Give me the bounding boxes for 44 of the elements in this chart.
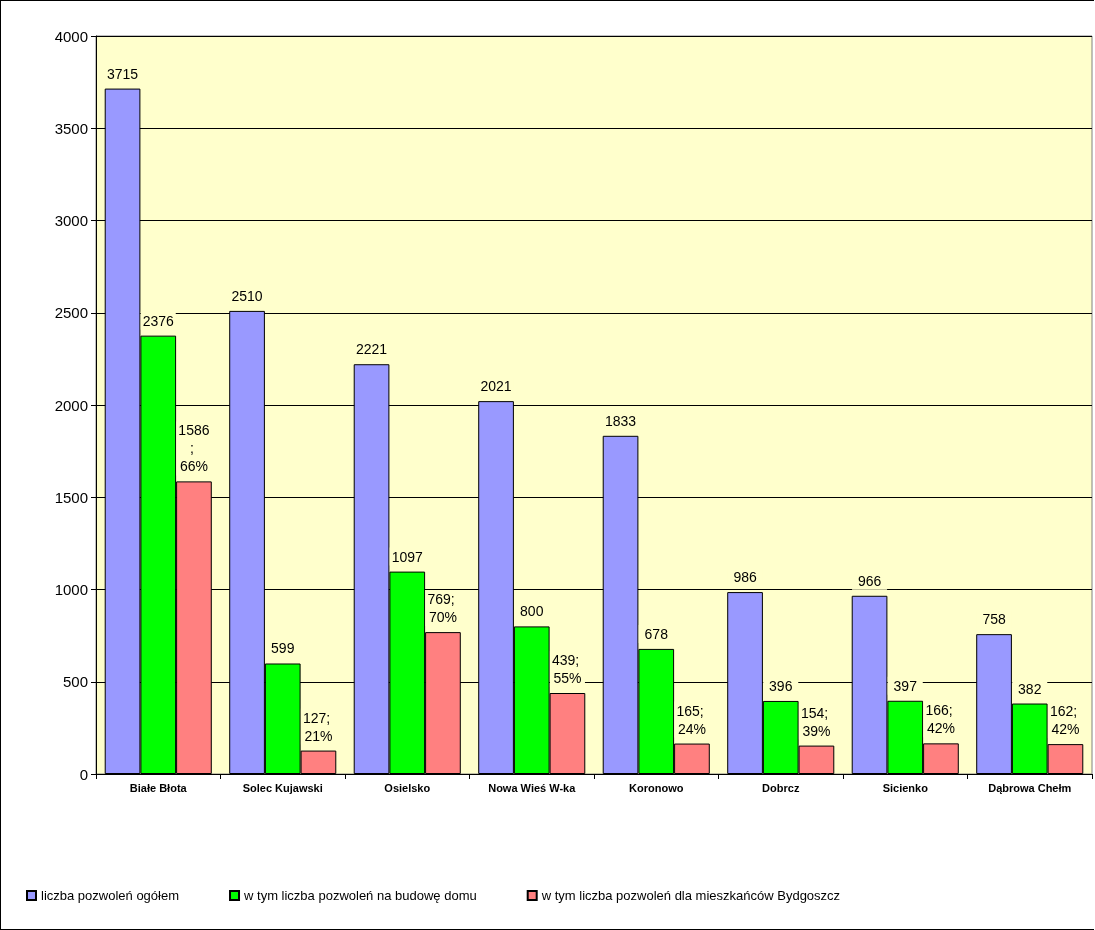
- data-label: 2376: [142, 312, 175, 329]
- y-tick-label: 1500: [54, 488, 88, 506]
- data-label: 397: [893, 677, 918, 694]
- data-label: 966: [857, 572, 882, 589]
- y-tick-label: 500: [62, 673, 88, 691]
- y-tick-label: 3000: [54, 212, 88, 229]
- data-label: 986: [733, 569, 757, 586]
- y-tick-label: 4000: [54, 27, 88, 45]
- x-tick-label: Nowa Wieś W-ka: [488, 781, 577, 794]
- data-label: 127; 21%: [302, 709, 335, 744]
- y-tick-label: 1000: [54, 581, 88, 598]
- data-label: 382: [1018, 680, 1042, 697]
- data-label: 769; 70%: [427, 591, 459, 626]
- data-label: 165; 24%: [676, 702, 708, 737]
- y-tick-label: 0: [79, 765, 88, 783]
- x-tick-label: Sicienko: [882, 781, 929, 794]
- x-tick-label: Solec Kujawski: [242, 781, 323, 794]
- x-tick-label: Osielsko: [384, 781, 431, 794]
- legend-label: w tym liczba pozwoleń dla mieszkańców Bydgoszcz: [540, 888, 841, 903]
- x-tick-label: Dąbrowa Chełm: [988, 781, 1072, 794]
- data-label: 599: [271, 640, 295, 657]
- data-label: 1097: [391, 548, 424, 565]
- data-label: 800: [520, 603, 544, 620]
- data-label: 2510: [231, 287, 263, 304]
- data-label: 1833: [604, 412, 637, 429]
- data-label: 166; 42%: [925, 702, 957, 737]
- x-tick-label: Dobrcz: [762, 781, 800, 794]
- data-label: 2221: [355, 341, 388, 358]
- data-label: 2021: [480, 378, 512, 395]
- x-tick-label: Białe Błota: [129, 781, 188, 794]
- x-tick-label: Koronowo: [629, 781, 684, 794]
- y-tick-label: 2000: [54, 396, 88, 414]
- data-label: 439; 55%: [551, 652, 584, 686]
- data-label: 758: [982, 611, 1006, 628]
- data-label: 3715: [106, 65, 139, 82]
- legend-label: w tym liczba pozwoleń na budowę domu: [243, 888, 477, 903]
- y-tick-label: 2500: [54, 304, 88, 322]
- legend-label: liczba pozwoleń ogółem: [41, 888, 180, 903]
- data-label: 154; 39%: [800, 704, 833, 739]
- data-label: 162; 42%: [1049, 703, 1082, 738]
- y-tick-label: 3500: [54, 119, 88, 137]
- data-label: 1586; 66%: [178, 422, 210, 475]
- data-label: 678: [644, 625, 669, 642]
- data-label: 396: [769, 677, 793, 694]
